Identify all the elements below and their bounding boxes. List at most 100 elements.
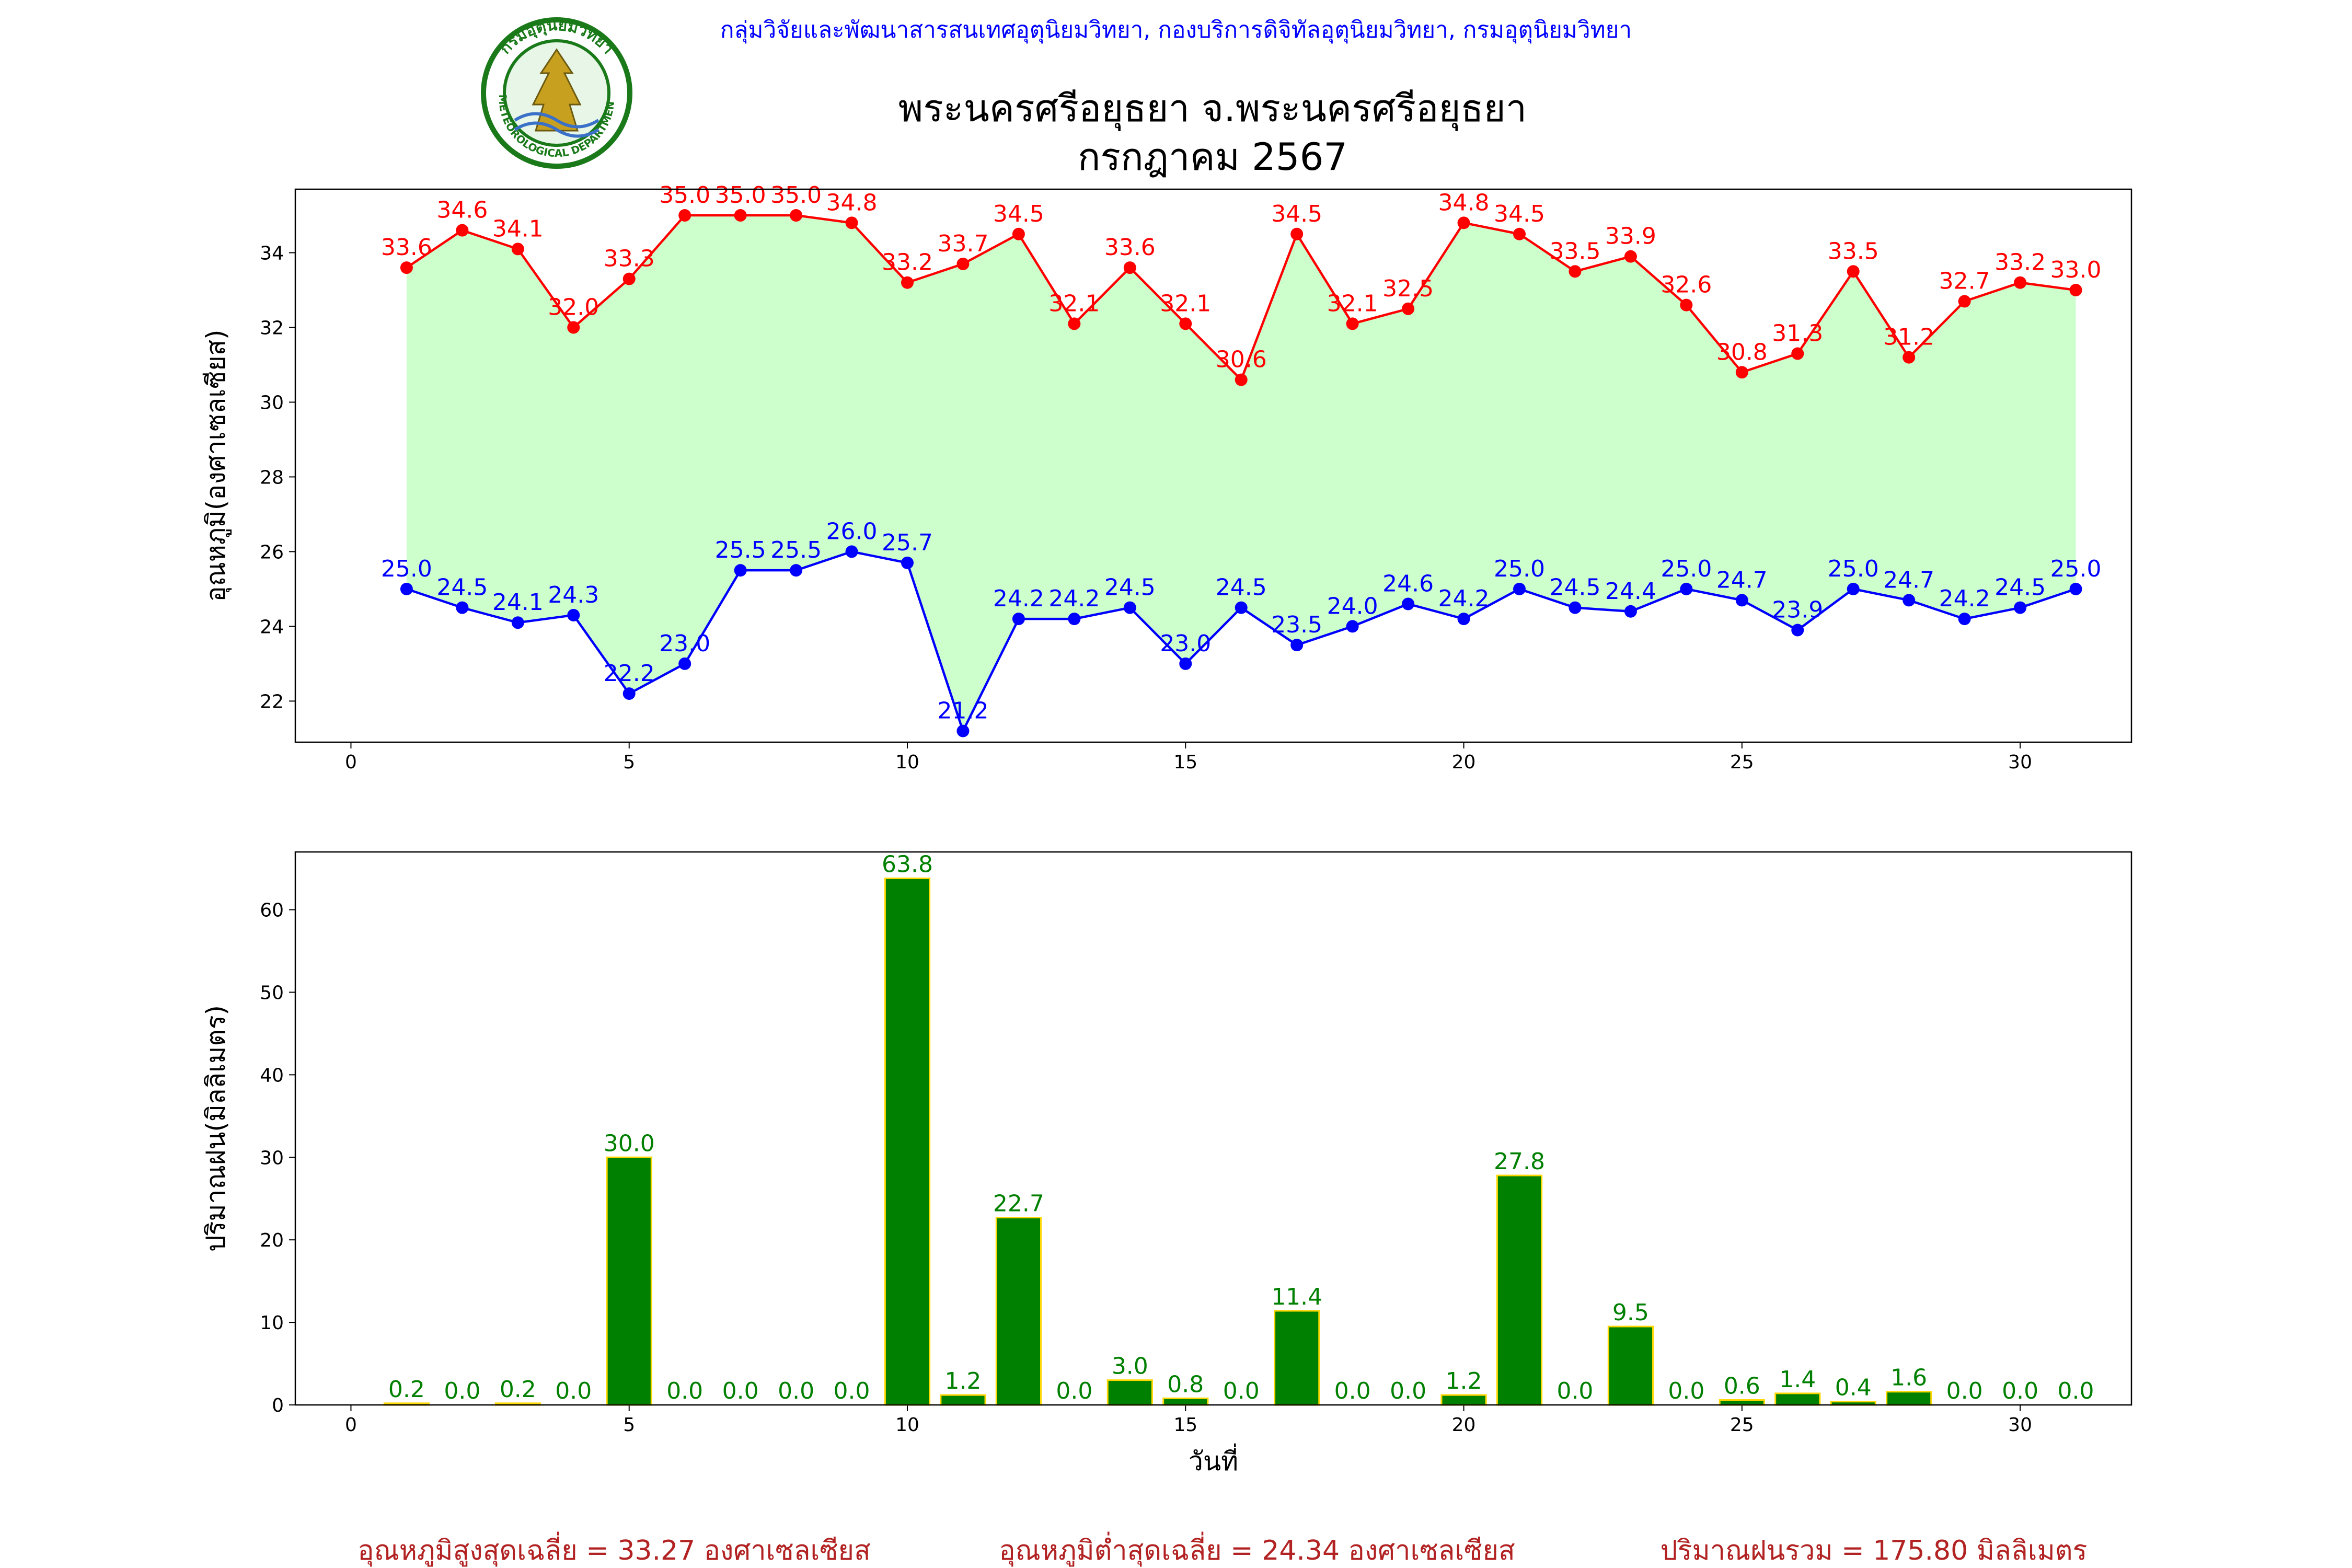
rain-bar-label: 1.4 (1779, 1366, 1816, 1393)
rain-bar-label: 0.0 (1390, 1378, 1426, 1404)
min-temp-label: 25.0 (2050, 556, 2102, 582)
rain-bar (1440, 1394, 1487, 1406)
min-temp-label: 23.0 (659, 630, 710, 657)
max-temp-point (1123, 261, 1136, 274)
min-temp-label: 24.5 (1549, 574, 1600, 601)
max-temp-label: 33.7 (937, 230, 988, 257)
rain-bar-label: 0.0 (1946, 1378, 1983, 1404)
max-temp-label: 34.1 (492, 215, 544, 242)
temperature-range-fill (406, 215, 2076, 731)
min-temp-point (901, 556, 914, 569)
x-tick-label: 5 (623, 752, 635, 773)
min-temp-point (734, 564, 747, 577)
min-temp-point (1457, 613, 1470, 626)
rain-bar (1162, 1397, 1209, 1406)
y-tick-label: 24 (260, 616, 284, 638)
plot-frame (294, 188, 2132, 743)
min-temp-label: 25.0 (1494, 556, 1545, 582)
plot-frame (294, 851, 2132, 1406)
rain-bar-label: 0.4 (1835, 1375, 1872, 1401)
x-tick-label: 5 (623, 1414, 635, 1436)
max-temp-label: 32.0 (548, 294, 599, 321)
min-temp-point (567, 608, 580, 621)
max-temp-point (790, 209, 803, 222)
y-tick-label: 22 (260, 691, 284, 712)
x-axis-label: วันที่ (1189, 1444, 1238, 1477)
min-temp-point (790, 564, 803, 577)
min-temp-label: 25.7 (882, 529, 933, 556)
min-temp-label: 23.0 (1160, 630, 1211, 657)
y-axis-label: ปริมาณฝน(มิลลิเมตร) (201, 1005, 231, 1252)
min-temp-point (1903, 594, 1916, 607)
x-tick-label: 25 (1730, 752, 1754, 773)
rain-bar (1106, 1379, 1153, 1406)
max-temp-label: 33.2 (1994, 249, 2046, 276)
y-axis-label: อุณหภูมิ(องศาเซลเซียส) (201, 329, 232, 602)
rain-bar (606, 1156, 652, 1406)
rain-bar-label: 22.7 (993, 1191, 1044, 1217)
min-temp-point (956, 724, 970, 737)
max-temp-point (1569, 265, 1582, 278)
min-temp-point (1012, 613, 1025, 626)
y-tick-label: 34 (260, 243, 284, 264)
y-tick-label: 32 (260, 318, 284, 339)
x-tick-label: 30 (2008, 1414, 2032, 1436)
min-temp-point (845, 545, 858, 558)
min-temp-point (2069, 582, 2082, 595)
max-temp-label: 33.0 (2050, 257, 2102, 283)
summary-total-rain: ปริมาณฝนรวม = 175.80 มิลลิเมตร (1661, 1535, 2088, 1566)
max-temp-point (1847, 265, 1860, 278)
rain-bar (995, 1217, 1042, 1406)
min-temp-label: 25.5 (770, 537, 822, 563)
min-temp-point (1123, 601, 1136, 614)
max-temp-label: 32.6 (1661, 272, 1712, 298)
max-temp-point (1958, 295, 1971, 308)
rain-bar-label: 0.0 (1668, 1378, 1704, 1404)
x-tick-label: 10 (895, 1414, 919, 1436)
min-temp-point (2014, 601, 2027, 614)
min-temp-label: 24.1 (492, 589, 544, 616)
y-tick-label: 60 (260, 900, 284, 921)
rain-bar-label: 30.0 (604, 1130, 655, 1157)
rain-bar (1274, 1310, 1320, 1406)
max-temp-point (1457, 216, 1470, 229)
min-temp-label: 24.5 (1216, 574, 1267, 601)
max-temp-point (678, 209, 691, 222)
max-temp-point (1513, 227, 1526, 240)
rainfall-chart: 0 5 10 15 20 25 30 0 10 20 30 40 50 60 ปริมาณฝน(มิลลิเ… (201, 851, 2132, 1477)
max-temp-point (2069, 284, 2082, 297)
rain-bar (1886, 1391, 1932, 1406)
max-temp-label: 31.2 (1883, 324, 1934, 351)
min-temp-point (622, 687, 636, 700)
min-temp-point (1735, 594, 1748, 607)
rain-bar-label: 0.0 (555, 1378, 592, 1404)
min-temp-point (511, 616, 524, 629)
rain-bar-label: 0.6 (1724, 1373, 1760, 1400)
min-temp-label: 26.0 (826, 518, 878, 545)
min-temp-label: 24.5 (1104, 574, 1156, 601)
x-tick-label: 0 (345, 1414, 357, 1436)
max-temp-point (1012, 227, 1025, 240)
max-temp-label: 32.7 (1939, 268, 1990, 294)
max-temp-label: 34.8 (826, 189, 878, 216)
y-tick-label: 30 (260, 392, 284, 413)
max-temp-label: 34.5 (1494, 201, 1545, 227)
temperature-chart: 0 5 10 15 20 25 30 22 24 26 28 30 32 34 อุณหภูมิ(องศาเ… (201, 182, 2132, 773)
min-temp-point (1847, 582, 1860, 595)
min-temp-point (1068, 613, 1081, 626)
min-temp-point (1680, 582, 1693, 595)
min-temp-label: 24.7 (1883, 567, 1934, 593)
y-tick-label: 10 (260, 1312, 284, 1334)
min-temp-label: 24.6 (1382, 571, 1434, 597)
min-temp-label: 24.5 (1994, 574, 2046, 601)
max-temp-label: 30.6 (1216, 347, 1267, 373)
rain-bar-label: 0.2 (388, 1376, 425, 1403)
min-temp-point (1402, 597, 1415, 610)
rain-bar-label: 1.2 (1446, 1368, 1482, 1394)
rain-bar-label: 0.0 (1557, 1378, 1593, 1404)
max-temp-point (456, 224, 469, 237)
rain-bar-label: 3.0 (1112, 1353, 1148, 1380)
max-temp-label: 34.8 (1438, 189, 1490, 216)
max-temp-point (901, 276, 914, 289)
max-temp-label: 32.5 (1382, 275, 1434, 302)
